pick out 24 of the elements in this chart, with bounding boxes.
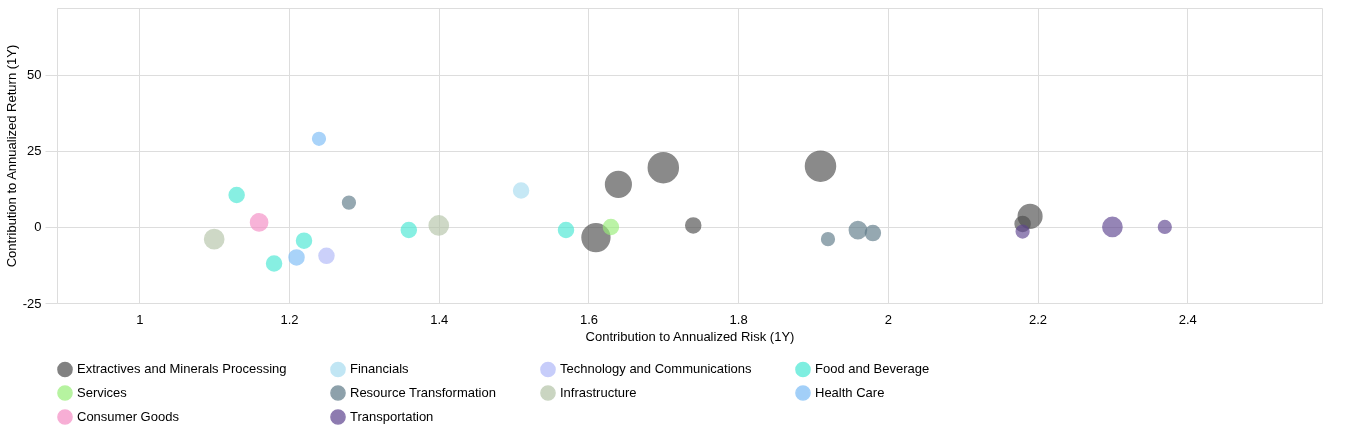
y-tick-label: 50 (27, 67, 42, 83)
x-tick-label: 2 (884, 311, 892, 327)
legend-label: Financials (350, 361, 410, 377)
x-axis-title: Contribution to Annualized Risk (1Y) (585, 328, 795, 344)
legend-label: Technology and Communications (560, 361, 752, 377)
legend-label: Health Care (815, 385, 885, 400)
y-tick-label: 25 (27, 143, 42, 159)
x-tick-label: 1.4 (430, 311, 449, 327)
legend-label: Consumer Goods (77, 409, 180, 424)
x-tick-label: 1.8 (729, 311, 748, 327)
y-tick-label: -25 (22, 295, 42, 311)
x-tick-label: 1.2 (280, 311, 299, 327)
y-axis-title: Contribution to Annualized Return (1Y) (3, 44, 19, 268)
x-tick-label: 1.6 (579, 311, 598, 327)
legend-label: Food and Beverage (815, 361, 930, 377)
x-tick-label: 2.4 (1178, 311, 1197, 327)
x-tick-label: 1 (136, 311, 144, 327)
x-tick-label: 2.2 (1029, 311, 1048, 327)
legend-label: Infrastructure (560, 385, 637, 400)
legend-label: Services (77, 385, 128, 400)
legend-label: Transportation (350, 409, 434, 424)
legend-label: Extractives and Minerals Processing (77, 361, 287, 377)
legend-label: Resource Transformation (350, 385, 496, 400)
y-tick-label: 0 (34, 219, 42, 235)
